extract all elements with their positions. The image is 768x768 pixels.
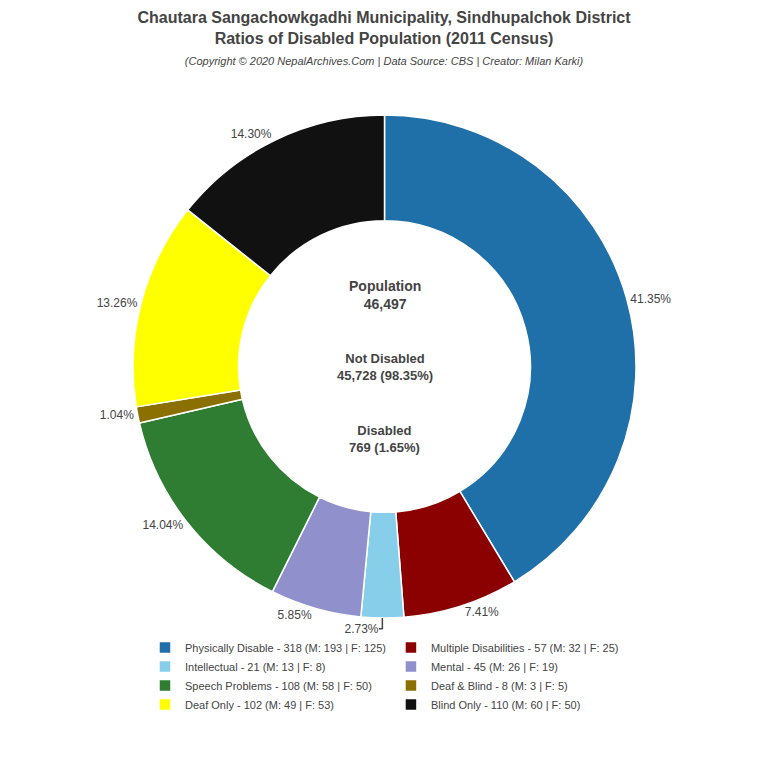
svg-text:14.30%: 14.30% [231, 127, 272, 141]
svg-text:Population46,497: Population46,497 [349, 278, 421, 312]
svg-text:14.04%: 14.04% [142, 518, 183, 532]
svg-text:41.35%: 41.35% [630, 292, 671, 306]
svg-text:Speech Problems - 108 (M: 58 |: Speech Problems - 108 (M: 58 | F: 50) [185, 680, 372, 692]
svg-text:5.85%: 5.85% [278, 608, 312, 622]
svg-text:2.73%: 2.73% [344, 621, 379, 636]
svg-text:Blind Only - 110 (M: 60 | F: 5: Blind Only - 110 (M: 60 | F: 50) [431, 699, 580, 711]
svg-text:13.26%: 13.26% [97, 296, 138, 310]
svg-text:Chautara Sangachowkgadhi Munic: Chautara Sangachowkgadhi Municipality, S… [137, 9, 631, 67]
svg-text:Deaf Only - 102 (M: 49 | F: 53: Deaf Only - 102 (M: 49 | F: 53) [185, 699, 334, 711]
svg-text:Deaf & Blind - 8 (M: 3 | F: 5): Deaf & Blind - 8 (M: 3 | F: 5) [431, 680, 568, 692]
svg-text:Physically Disable - 318 (M: 1: Physically Disable - 318 (M: 193 | F: 12… [185, 642, 386, 654]
svg-text:Multiple Disabilities - 57 (M:: Multiple Disabilities - 57 (M: 32 | F: 2… [431, 642, 618, 654]
svg-text:1.04%: 1.04% [100, 408, 134, 422]
svg-text:Intellectual - 21 (M: 13 | F:: Intellectual - 21 (M: 13 | F: 8) [185, 661, 325, 673]
svg-text:Disabled769 (1.65%): Disabled769 (1.65%) [349, 423, 420, 455]
svg-text:Mental - 45 (M: 26 | F: 19): Mental - 45 (M: 26 | F: 19) [431, 661, 558, 673]
svg-text:7.41%: 7.41% [465, 605, 499, 619]
svg-text:Not Disabled45,728 (98.35%): Not Disabled45,728 (98.35%) [337, 351, 433, 383]
